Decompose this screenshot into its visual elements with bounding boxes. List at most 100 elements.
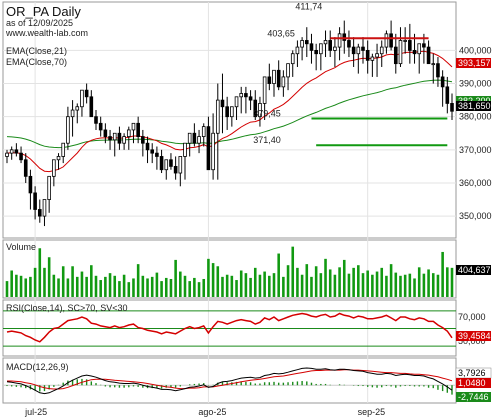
rsi-layer — [3, 310, 456, 347]
candle-body — [422, 43, 426, 48]
volume-bar — [342, 259, 346, 297]
macd-line — [6, 367, 453, 395]
volume-bar — [188, 281, 191, 297]
macd-signal-line — [7, 369, 453, 390]
volume-bar — [328, 269, 332, 297]
volume-bar — [61, 266, 65, 297]
legend-ema70: EMA(Close,70) — [6, 57, 67, 67]
volume-bar — [282, 276, 285, 297]
volume-bar — [24, 278, 28, 297]
volume-bar — [408, 273, 412, 297]
candle-body — [164, 159, 169, 171]
candle-body — [141, 136, 145, 144]
candle-body — [47, 175, 51, 200]
rsi-title: RSI(Close,14), SC>70, SV<30 — [6, 303, 128, 313]
volume-bar — [305, 264, 309, 297]
volume-bar — [85, 276, 88, 297]
candle-body — [290, 53, 295, 65]
website-label: www.wealth-lab.com — [5, 28, 88, 38]
volume-bar — [385, 275, 388, 297]
candle-body — [89, 96, 94, 118]
candle-body — [351, 46, 356, 55]
volume-bar — [160, 281, 163, 297]
volume-bar — [399, 275, 402, 297]
candle-body — [276, 69, 281, 88]
candle-body — [37, 209, 42, 217]
volume-bar — [202, 278, 206, 297]
candle-body — [314, 50, 318, 55]
month-label: jul-25 — [24, 407, 47, 417]
volume-bar — [122, 274, 126, 297]
volume-bar — [216, 266, 220, 297]
volume-bar — [450, 267, 454, 297]
price-tick-label: 390,000 — [459, 79, 492, 89]
candle-body — [19, 152, 23, 161]
month-label: ago-25 — [198, 407, 226, 417]
candle-body — [370, 56, 375, 61]
candle-body — [347, 40, 351, 48]
volume-bar — [193, 277, 196, 297]
volume-bar — [319, 273, 323, 297]
macd-tag-label: 3,7926 — [458, 368, 486, 378]
macd-title: MACD(12,26,9) — [6, 362, 69, 372]
candle-body — [253, 99, 258, 118]
volume-bar — [258, 274, 262, 297]
signal-tag-label: 1,0480 — [458, 378, 486, 388]
volume-bar — [361, 273, 365, 297]
volume-bar — [314, 266, 318, 297]
candle-body — [248, 96, 253, 101]
candle-body — [70, 109, 75, 118]
candle-body — [230, 106, 234, 118]
volume-bar — [422, 273, 426, 297]
volume-bar — [431, 273, 435, 297]
candle-body — [155, 152, 159, 157]
candle-body — [108, 136, 112, 141]
volume-bar — [19, 275, 23, 297]
candle-body — [239, 93, 244, 98]
candle-body — [361, 46, 365, 51]
candle-body — [159, 156, 164, 171]
volume-layer — [5, 246, 454, 297]
close-tag-bg — [456, 101, 491, 111]
volume-bar — [244, 273, 248, 297]
candle-body — [28, 175, 33, 194]
price-panel-frame — [2, 1, 457, 239]
volume-bar — [272, 273, 276, 297]
candle-body — [9, 149, 14, 154]
volume-bar — [71, 266, 74, 297]
volume-panel-frame — [2, 239, 457, 299]
volume-bar — [333, 274, 337, 297]
candle-body — [300, 40, 304, 48]
level-annotation: 379,45 — [253, 109, 281, 119]
candle-body — [262, 76, 267, 104]
volume-bar — [211, 263, 215, 297]
candle-body — [75, 106, 80, 111]
volume-bar — [94, 275, 98, 297]
volume-bar — [43, 267, 46, 297]
candle-body — [286, 63, 290, 78]
ema21-tag-label: 393,157 — [458, 58, 491, 68]
candle-body — [412, 50, 417, 55]
macd-layer — [3, 367, 456, 395]
candle-body — [211, 132, 215, 171]
candle-body — [258, 103, 262, 118]
volume-bar — [291, 246, 295, 297]
ema21-tag-bg — [456, 58, 491, 68]
candle-body — [384, 33, 389, 48]
price-tick-label: 360,000 — [459, 178, 492, 188]
candle-body — [408, 40, 412, 51]
volume-bar — [296, 267, 299, 297]
candle-body — [201, 126, 206, 137]
volume-bar — [371, 274, 374, 297]
volume-bar — [277, 253, 280, 297]
volume-bar — [239, 270, 243, 297]
volume-bar — [33, 267, 37, 297]
volume-bar — [136, 264, 140, 297]
volume-bar — [80, 271, 84, 297]
volume-bar — [207, 258, 210, 297]
volume-bar — [441, 251, 444, 297]
volume-bar — [324, 258, 327, 297]
volume-bar — [249, 277, 252, 297]
rsi-tag-label: 39,4584 — [458, 331, 491, 341]
volume-bar — [90, 265, 93, 297]
